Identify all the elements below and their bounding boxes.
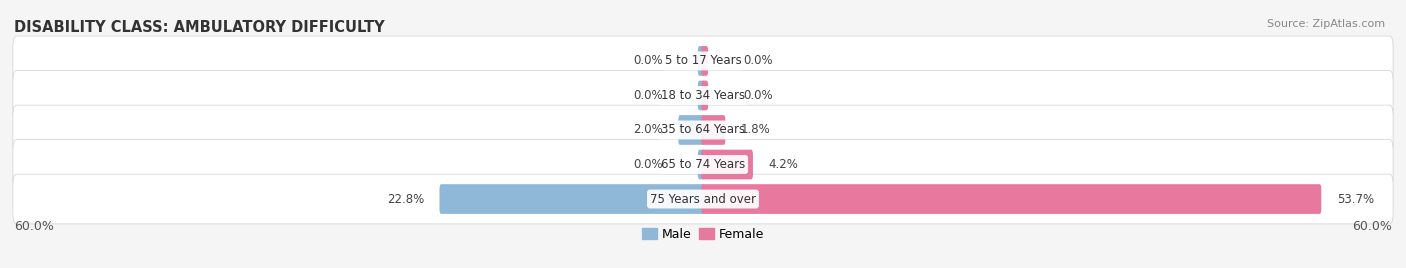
FancyBboxPatch shape [702, 81, 709, 110]
Text: 0.0%: 0.0% [744, 89, 773, 102]
Text: 35 to 64 Years: 35 to 64 Years [661, 124, 745, 136]
Text: 0.0%: 0.0% [633, 158, 662, 171]
Text: 53.7%: 53.7% [1337, 192, 1374, 206]
Text: 60.0%: 60.0% [1353, 221, 1392, 233]
FancyBboxPatch shape [702, 115, 725, 145]
Text: 18 to 34 Years: 18 to 34 Years [661, 89, 745, 102]
FancyBboxPatch shape [13, 105, 1393, 155]
Text: 75 Years and over: 75 Years and over [650, 192, 756, 206]
Text: 0.0%: 0.0% [633, 89, 662, 102]
Legend: Male, Female: Male, Female [637, 223, 769, 246]
FancyBboxPatch shape [13, 70, 1393, 120]
Text: 0.0%: 0.0% [744, 54, 773, 68]
FancyBboxPatch shape [697, 81, 704, 110]
FancyBboxPatch shape [702, 184, 1322, 214]
Text: 2.0%: 2.0% [633, 124, 662, 136]
Text: DISABILITY CLASS: AMBULATORY DIFFICULTY: DISABILITY CLASS: AMBULATORY DIFFICULTY [14, 20, 385, 35]
Text: 22.8%: 22.8% [387, 192, 425, 206]
Text: 60.0%: 60.0% [14, 221, 53, 233]
FancyBboxPatch shape [440, 184, 704, 214]
FancyBboxPatch shape [697, 150, 704, 179]
Text: 1.8%: 1.8% [741, 124, 770, 136]
Text: 0.0%: 0.0% [633, 54, 662, 68]
FancyBboxPatch shape [678, 115, 704, 145]
Text: 4.2%: 4.2% [769, 158, 799, 171]
Text: Source: ZipAtlas.com: Source: ZipAtlas.com [1267, 19, 1385, 29]
Text: 65 to 74 Years: 65 to 74 Years [661, 158, 745, 171]
FancyBboxPatch shape [13, 36, 1393, 86]
FancyBboxPatch shape [702, 46, 709, 76]
FancyBboxPatch shape [702, 150, 754, 179]
FancyBboxPatch shape [697, 46, 704, 76]
FancyBboxPatch shape [13, 174, 1393, 224]
Text: 5 to 17 Years: 5 to 17 Years [665, 54, 741, 68]
FancyBboxPatch shape [13, 140, 1393, 189]
